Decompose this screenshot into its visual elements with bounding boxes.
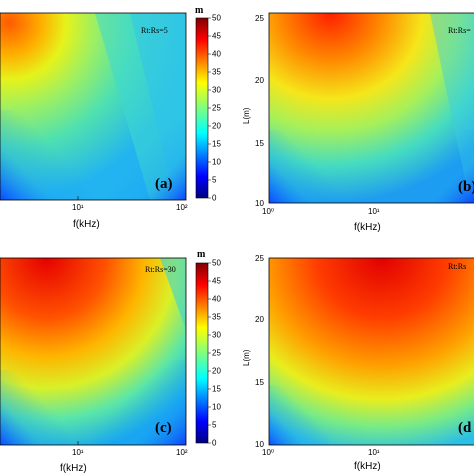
panel-c-ratio-label: Rt:Rs=30 (145, 265, 176, 274)
panel-d-ratio-label: Rt:Rs (448, 262, 466, 271)
panel-a-colorbar: m 0 5 10 15 20 25 30 35 40 45 50 (195, 5, 221, 203)
panel-b-label: (b) (458, 179, 474, 195)
panel-c-cool-band (160, 258, 186, 330)
panel-b-y-axis-label: L(m) (242, 107, 251, 124)
panel-c: Rt:Rs=30 (c) 10¹ 10² f(kHz) m 0 5 10 15 20 25… (0, 249, 221, 474)
panel-d-frame (268, 257, 474, 446)
panel-a-blue-corner-left (0, 110, 90, 200)
panel-b-y-axis: 25 20 15 10 L(m) (242, 14, 264, 208)
panel-b-blue-corner-right (400, 130, 474, 203)
panel-d-ytick-label: 10 (255, 440, 264, 449)
panel-a-ratio-label: Rt:Rs=5 (141, 26, 168, 35)
panel-b: Rt:Rs= (b) 25 20 15 10 L(m) 10⁰ 10¹ f(kH… (242, 12, 474, 233)
panel-b-ytick-label: 20 (255, 76, 264, 85)
colorbar-tick-label: 25 (212, 349, 221, 358)
colorbar-tick-label: 20 (212, 122, 221, 131)
panel-d-ytick-label: 25 (255, 254, 264, 263)
panel-a-frame (0, 12, 187, 201)
panel-b-xtick-label: 10¹ (368, 207, 380, 216)
colorbar-tick-label: 45 (212, 277, 221, 286)
panel-d-y-axis: 25 20 15 10 L(m) (242, 254, 264, 449)
colorbar-unit: m (197, 249, 206, 260)
colorbar-tick-label: 5 (212, 421, 217, 430)
colorbar-tick-label: 45 (212, 32, 221, 41)
panel-d-blue-corner-left (269, 385, 329, 445)
colorbar-tick-label: 35 (212, 68, 221, 77)
colorbar-tick-label: 15 (212, 140, 221, 149)
panel-b-ytick-label: 15 (255, 139, 264, 148)
panel-d-x-axis: 10⁰ 10¹ f(kHz) (262, 448, 381, 472)
panel-c-xtick-label: 10¹ (72, 448, 84, 457)
panel-a-x-axis: 10¹ 10² f(kHz) (72, 196, 188, 230)
panel-c-label: (c) (155, 420, 172, 436)
colorbar-unit: m (195, 5, 204, 16)
panel-c-blue-corner-left (0, 370, 70, 445)
colorbar-gradient (195, 262, 209, 444)
panel-d-x-axis-label: f(kHz) (354, 461, 381, 472)
colorbar-tick-label: 30 (212, 86, 221, 95)
colorbar-tick-label: 50 (212, 14, 221, 23)
panel-c-frame (0, 257, 187, 446)
colorbar-gradient (195, 17, 209, 199)
panel-a-blue-corner-right (110, 120, 186, 200)
panel-a-label: (a) (155, 176, 173, 192)
panel-a-xtick-label: 10¹ (72, 203, 84, 212)
panel-d-ytick-label: 20 (255, 315, 264, 324)
panel-b-ytick-label: 25 (255, 14, 264, 23)
panel-c-x-axis-label: f(kHz) (60, 463, 87, 474)
panel-b-ratio-label: Rt:Rs= (448, 26, 471, 35)
panel-d-xtick-label: 10⁰ (262, 448, 274, 457)
panel-d-label: (d (458, 420, 472, 436)
colorbar-tick-label: 25 (212, 104, 221, 113)
colorbar-tick-label: 0 (212, 439, 217, 448)
panel-c-xtick-label: 10² (176, 448, 188, 457)
colorbar-tick-label: 5 (212, 176, 217, 185)
panel-b-frame (268, 12, 474, 204)
colorbar-tick-label: 10 (212, 403, 221, 412)
panel-d: Rt:Rs (d 25 20 15 10 L(m) 10⁰ 10¹ f(kHz) (242, 254, 474, 472)
panel-c-x-axis: 10¹ 10² f(kHz) (60, 441, 188, 474)
colorbar-tick-label: 10 (212, 158, 221, 167)
colorbar-tick-label: 20 (212, 367, 221, 376)
panel-d-xtick-label: 10¹ (368, 448, 380, 457)
panel-b-x-axis: 10⁰ 10¹ f(kHz) (262, 207, 381, 233)
colorbar-tick-label: 40 (212, 50, 221, 59)
panel-b-blue-corner-left (269, 130, 339, 203)
panel-c-colorbar: m 0 5 10 15 20 25 30 35 40 45 50 (195, 249, 221, 448)
colorbar-tick-label: 15 (212, 385, 221, 394)
panel-b-x-axis-label: f(kHz) (354, 222, 381, 233)
panel-c-blue-corner-right (96, 360, 186, 445)
colorbar-tick-label: 0 (212, 194, 217, 203)
panel-d-ytick-label: 15 (255, 378, 264, 387)
colorbar-tick-label: 50 (212, 259, 221, 268)
colorbar-tick-label: 30 (212, 331, 221, 340)
panel-a: Rt:Rs=5 (a) 10¹ 10² f(kHz) m 0 5 10 15 20 25 3… (0, 5, 221, 230)
colorbar-tick-label: 35 (212, 313, 221, 322)
panel-a-x-axis-label: f(kHz) (73, 219, 100, 230)
panel-d-y-axis-label: L(m) (242, 349, 251, 366)
panel-b-ytick-label: 10 (255, 199, 264, 208)
panel-a-xtick-label: 10² (176, 203, 188, 212)
colorbar-tick-label: 40 (212, 295, 221, 304)
panel-b-xtick-label: 10⁰ (262, 207, 274, 216)
